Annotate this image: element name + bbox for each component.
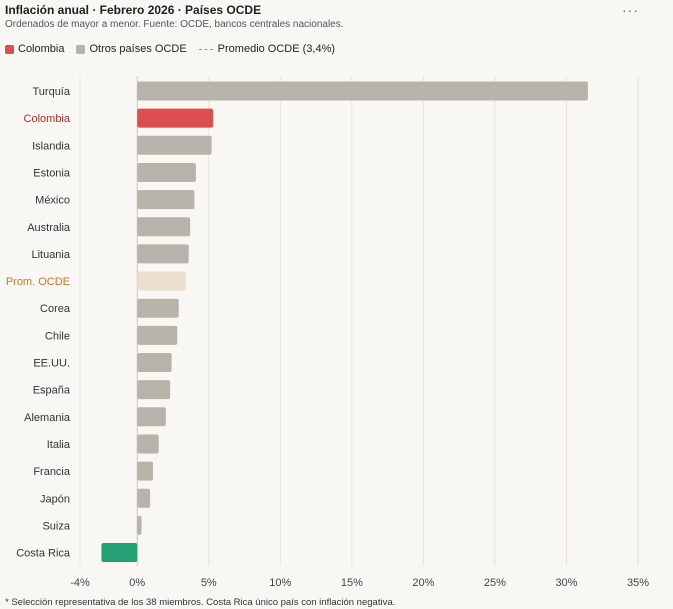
legend-item-colombia[interactable]: Colombia: [5, 43, 64, 55]
category-label: Islandia: [32, 140, 71, 152]
bar: [137, 135, 212, 155]
legend-label-average: Promedio OCDE (3,4%): [217, 43, 336, 55]
category-label: Suiza: [42, 520, 70, 532]
category-label: Francia: [33, 466, 71, 478]
bar: [137, 108, 214, 128]
x-tick-label: 5%: [201, 577, 217, 589]
chart-title: Inflación anual · Febrero 2026 · Países …: [5, 3, 262, 17]
x-tick-label: 35%: [627, 577, 649, 589]
bar: [137, 461, 153, 481]
category-label: Japón: [40, 493, 70, 505]
x-tick-label: 15%: [341, 577, 363, 589]
bar: [101, 543, 138, 563]
category-label: España: [33, 385, 71, 397]
category-label: Costa Rica: [16, 548, 71, 560]
x-tick-label: 10%: [269, 577, 291, 589]
bar: [137, 515, 142, 535]
category-label: Colombia: [24, 113, 71, 125]
x-tick-label: 25%: [484, 577, 506, 589]
bar: [137, 162, 196, 182]
legend-swatch-others: [76, 44, 86, 54]
x-tick-label: 20%: [412, 577, 434, 589]
category-label: México: [35, 195, 70, 207]
x-tick-label: 30%: [555, 577, 577, 589]
category-label: Italia: [47, 439, 71, 451]
legend-item-others[interactable]: Otros países OCDE: [76, 43, 187, 55]
category-label: EE.UU.: [33, 358, 70, 370]
footnote: * Selección representativa de los 38 mie…: [5, 597, 396, 608]
chart-subtitle: Ordenados de mayor a menor. Fuente: OCDE…: [5, 19, 344, 30]
bar: [137, 380, 171, 400]
category-label: Alemania: [24, 412, 71, 424]
bar: [137, 488, 151, 508]
bar: [137, 217, 191, 237]
bar: [137, 244, 189, 264]
category-label: Chile: [45, 330, 70, 342]
category-label: Corea: [40, 303, 71, 315]
bar: [137, 190, 195, 210]
bar: [137, 407, 166, 427]
bar: [137, 353, 172, 372]
category-label: Estonia: [33, 167, 71, 179]
legend-item-average[interactable]: Promedio OCDE (3,4%): [198, 43, 336, 55]
legend-swatch-average: [198, 48, 213, 50]
bar: [137, 325, 178, 345]
x-tick-label: 0%: [129, 577, 145, 589]
more-options-icon[interactable]: ···: [622, 2, 639, 18]
legend-label-others: Otros países OCDE: [89, 43, 187, 55]
bar: [137, 271, 186, 291]
category-label: Turquía: [32, 86, 70, 98]
legend-label-colombia: Colombia: [18, 43, 65, 55]
category-label: Australia: [27, 222, 71, 234]
bar: [137, 298, 179, 318]
legend-swatch-colombia: [5, 44, 14, 54]
category-label: Prom. OCDE: [6, 276, 70, 288]
bar: [137, 81, 588, 101]
category-label: Lituania: [31, 249, 70, 261]
bar: [137, 434, 159, 454]
x-tick-label: -4%: [70, 577, 90, 589]
legend: Colombia Otros países OCDE Promedio OCDE…: [5, 43, 347, 55]
